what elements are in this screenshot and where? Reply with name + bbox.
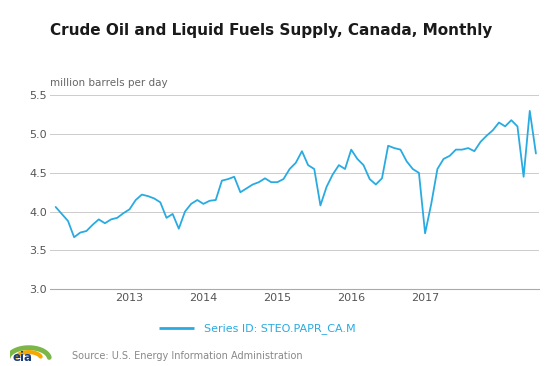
Text: Crude Oil and Liquid Fuels Supply, Canada, Monthly: Crude Oil and Liquid Fuels Supply, Canad…	[50, 23, 492, 38]
Text: Source: U.S. Energy Information Administration: Source: U.S. Energy Information Administ…	[72, 351, 302, 361]
Text: Series ID: STEO.PAPR_CA.M: Series ID: STEO.PAPR_CA.M	[204, 323, 356, 334]
Text: million barrels per day: million barrels per day	[50, 78, 167, 88]
Text: eia: eia	[12, 351, 32, 364]
